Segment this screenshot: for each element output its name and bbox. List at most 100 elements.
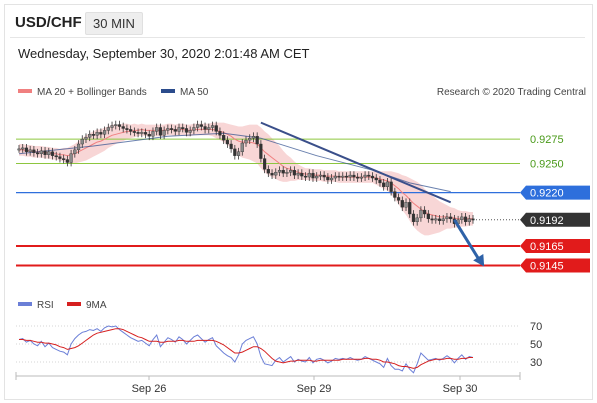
- candle-body: [73, 149, 77, 154]
- candle-body: [255, 136, 259, 145]
- candle-body: [296, 172, 300, 176]
- candle-body: [99, 132, 103, 135]
- level-labels: 0.9275 0.9250 0.9220 0.9192 0.9165 0.9145: [520, 134, 590, 273]
- candle-body: [430, 218, 434, 221]
- x-tick-label-2: Sep 30: [443, 383, 478, 395]
- candle-body: [266, 169, 270, 174]
- candle-body: [17, 148, 21, 151]
- rsi-lines: [18, 325, 474, 374]
- candle-body: [65, 159, 69, 163]
- candle-body: [147, 134, 151, 137]
- candle-body: [248, 137, 252, 141]
- candle-body: [385, 181, 390, 187]
- rsi-ylabel-70: 70: [530, 321, 542, 333]
- candle-body: [188, 130, 192, 133]
- annotation-layer: [260, 121, 485, 267]
- candle-body: [344, 175, 349, 178]
- candle-body: [218, 131, 222, 136]
- candle-body: [62, 158, 66, 160]
- ma20-swatch: [18, 89, 32, 93]
- level-tag-0.9165: [520, 239, 590, 254]
- header-divider: [10, 37, 585, 38]
- x-tick-label-1: Sep 29: [297, 383, 332, 395]
- candle-body: [289, 170, 293, 173]
- candle-body: [21, 147, 25, 150]
- candle-body: [400, 200, 404, 208]
- candle-body: [236, 151, 241, 156]
- candle-body: [382, 182, 386, 187]
- candle-body: [396, 197, 401, 201]
- candle-body: [117, 124, 122, 127]
- candle-body: [173, 129, 177, 132]
- rsi-ylabel-30: 30: [530, 357, 542, 369]
- candle-body: [378, 179, 382, 184]
- level-label-0.9145: 0.9145: [530, 260, 564, 272]
- candle-body: [210, 125, 215, 128]
- candle-body: [166, 128, 170, 131]
- candle-body: [408, 202, 412, 215]
- candle-body: [307, 172, 311, 178]
- candle-body: [370, 175, 375, 179]
- candle-body: [352, 174, 356, 178]
- candle-body: [348, 174, 352, 178]
- candle-body: [341, 175, 345, 178]
- candle-body: [463, 216, 468, 222]
- candle-body: [69, 153, 73, 163]
- candle-body: [184, 128, 189, 133]
- candle-body: [177, 127, 181, 132]
- candle-body: [441, 218, 445, 221]
- candle-body: [162, 130, 166, 136]
- candle-body: [36, 152, 40, 155]
- candle-body: [326, 176, 330, 181]
- candle-body: [151, 131, 155, 137]
- candle-body: [207, 127, 211, 130]
- candle-body: [251, 136, 256, 139]
- level-label-0.9192: 0.9192: [530, 215, 564, 227]
- candle-body: [460, 216, 464, 221]
- candle-body: [214, 125, 218, 132]
- candle-body: [192, 127, 196, 131]
- candle-body: [43, 150, 47, 155]
- candle-body: [411, 213, 416, 222]
- level-tag-0.9145: [520, 258, 590, 273]
- candle-body: [423, 209, 427, 215]
- candle-body: [88, 134, 92, 138]
- candle-body: [303, 175, 308, 178]
- candle-body: [322, 174, 326, 178]
- candle-body: [445, 216, 449, 220]
- candle-body: [54, 155, 58, 158]
- level-tag-0.9220: [520, 185, 590, 200]
- candle-body: [281, 170, 285, 174]
- candle-body: [196, 124, 200, 128]
- level-lines: [16, 138, 520, 267]
- candle-body: [225, 139, 229, 145]
- candle-body: [329, 177, 334, 181]
- candle-body: [359, 176, 363, 179]
- candle-body: [110, 125, 114, 128]
- rsi-grid: 70 50 30: [16, 321, 542, 369]
- candle-body: [434, 218, 438, 221]
- candle-body: [129, 129, 133, 132]
- candle-body: [315, 175, 319, 179]
- resistance-trendline: [260, 121, 452, 204]
- candle-body: [437, 218, 442, 221]
- candle-body: [132, 131, 136, 133]
- candle-body: [80, 138, 84, 145]
- timeframe-badge[interactable]: 30 MIN: [85, 12, 143, 35]
- candle-body: [58, 156, 62, 159]
- rsi-ylabel-50: 50: [530, 339, 542, 351]
- candle-body: [285, 171, 289, 174]
- candle-body: [121, 126, 125, 129]
- candle-body: [356, 176, 360, 179]
- candle-body: [32, 149, 36, 153]
- candle-body: [140, 132, 144, 134]
- candle-body: [76, 143, 81, 151]
- candle-body: [270, 172, 274, 176]
- candle-body: [24, 147, 29, 152]
- candle-body: [259, 143, 263, 159]
- candle-body: [84, 137, 88, 140]
- candle-body: [199, 124, 203, 127]
- time-axis: Sep 26 Sep 29 Sep 30: [15, 372, 521, 395]
- candle-body: [158, 127, 163, 136]
